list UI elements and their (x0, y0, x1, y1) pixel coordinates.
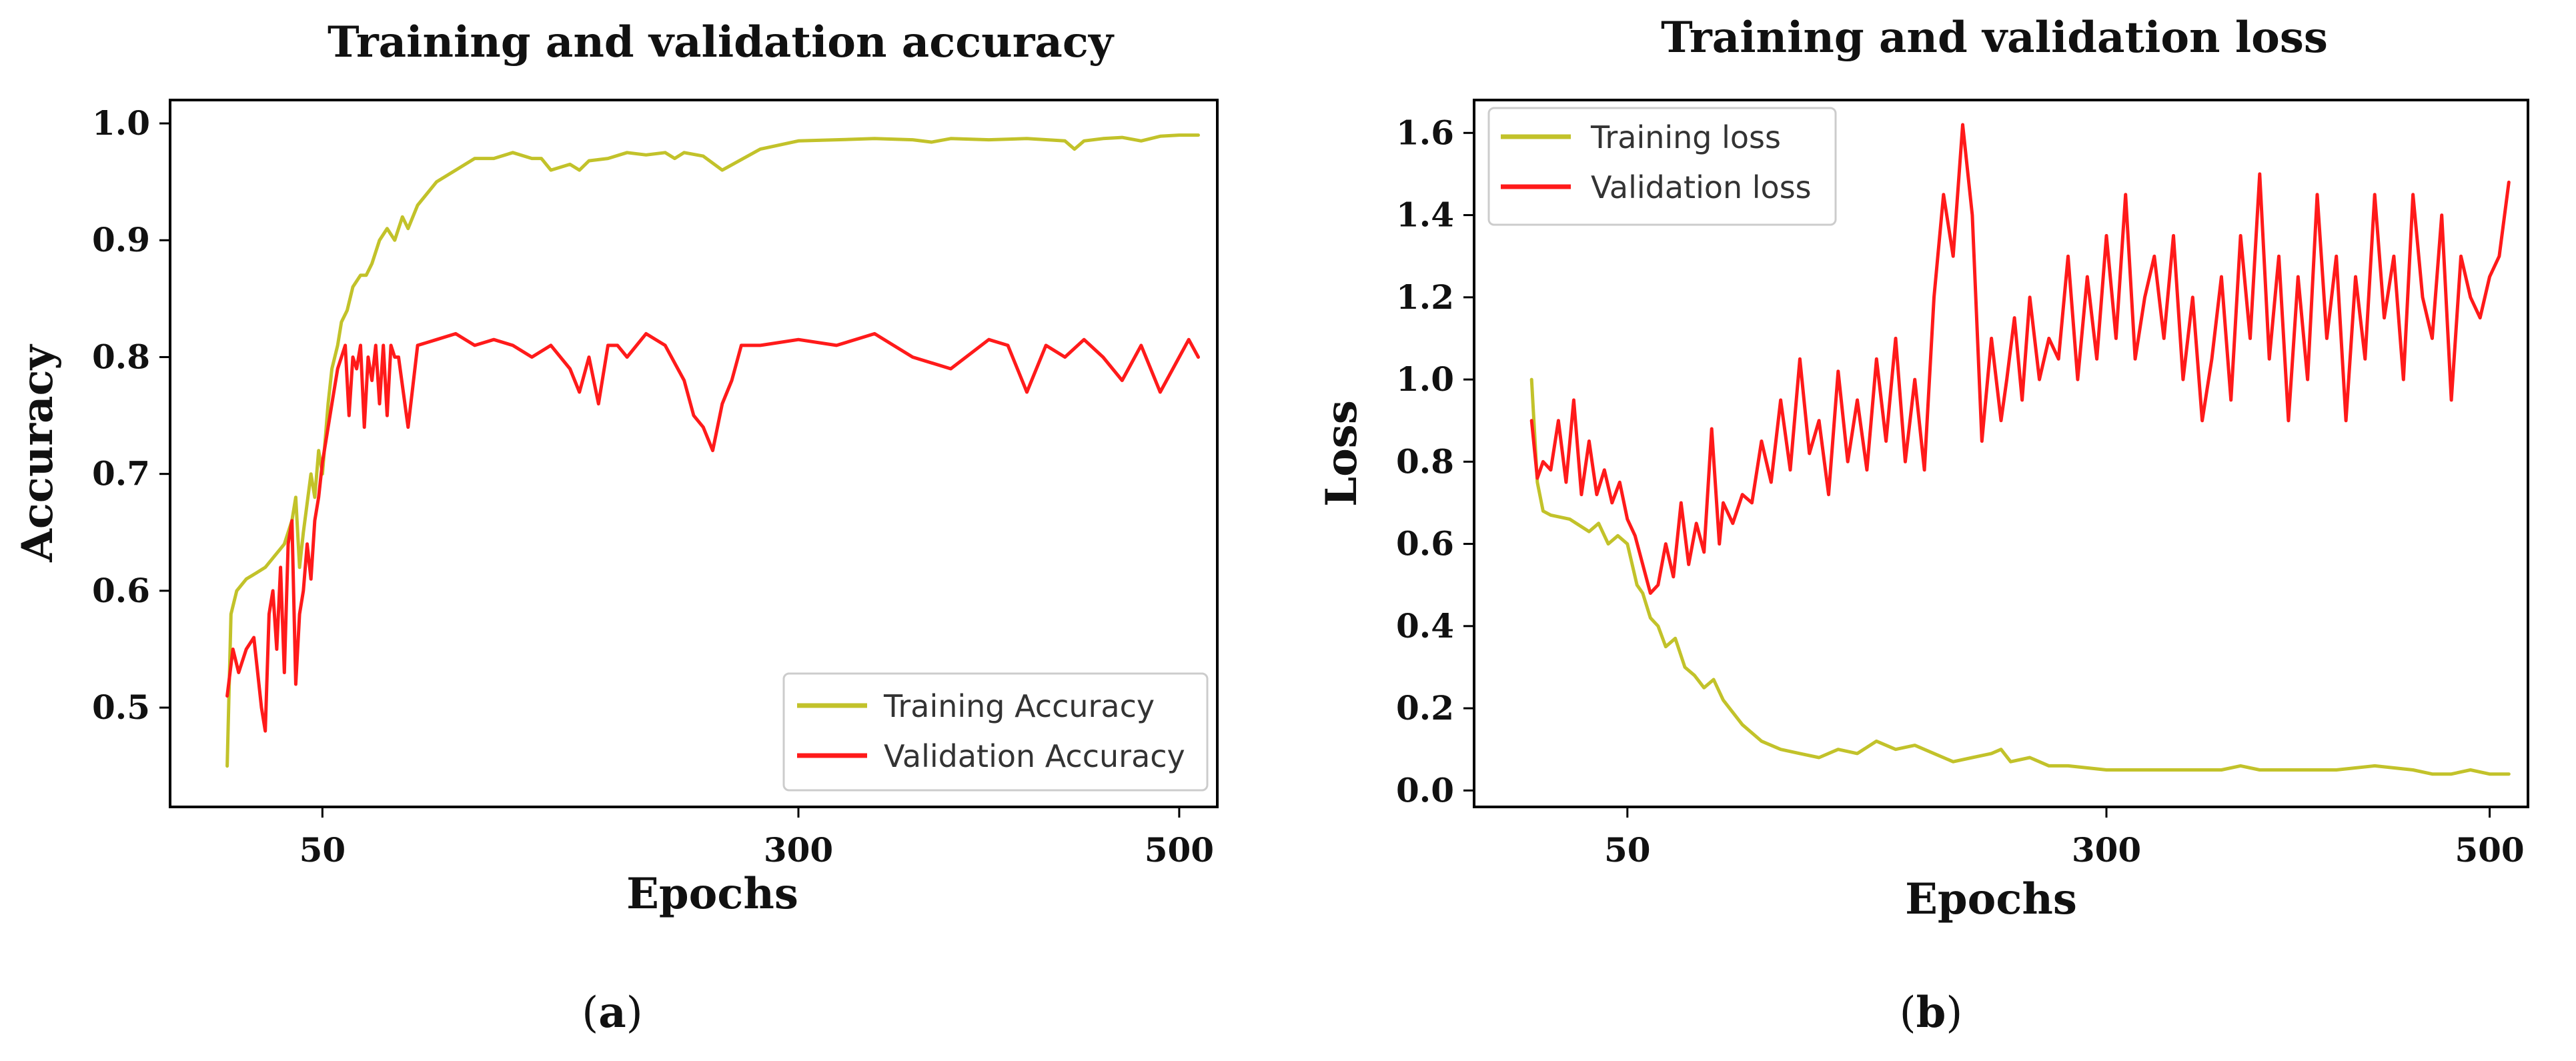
panel-label-a: (a) (582, 988, 642, 1038)
accuracy-y-tick-label-0.5: 0.5 (92, 688, 150, 727)
loss-legend-box (1487, 107, 1837, 226)
accuracy-chart: Training and validation accuracy 50 300 50… (13, 17, 1219, 1038)
accuracy-legend-label-validation: Validation Accuracy (884, 738, 1185, 774)
loss-plot-area (1529, 123, 2511, 776)
loss-y-tick-label-1.2: 1.2 (1396, 277, 1454, 317)
accuracy-y-tick-label-0.8: 0.8 (92, 337, 150, 376)
accuracy-legend-box (782, 672, 1209, 792)
loss-series-training-line (1529, 377, 2511, 776)
accuracy-x-tick-label-500: 500 (1145, 830, 1214, 870)
accuracy-ticks: 50 300 500 0.5 0.6 0.7 0.8 0.9 1.0 (92, 103, 1214, 870)
accuracy-y-tick-label-0.9: 0.9 (92, 220, 150, 259)
accuracy-y-tick-label-1.0: 1.0 (92, 103, 150, 143)
loss-ticks: 50 300 500 0.0 0.2 0.4 0.6 0.8 1.0 1.2 1.4 1.6 (1396, 113, 2525, 870)
loss-plot-frame (1473, 99, 2529, 808)
accuracy-y-tick-label-0.7: 0.7 (92, 454, 150, 493)
accuracy-legend-label-training: Training Accuracy (883, 688, 1155, 724)
accuracy-series-validation-line (225, 331, 1200, 733)
loss-chart-title: Training and validation loss (1661, 13, 2328, 63)
loss-x-tick-label-500: 500 (2455, 830, 2524, 870)
panel-label-b: (b) (1900, 988, 1963, 1038)
loss-y-tick-label-0.2: 0.2 (1396, 688, 1454, 728)
accuracy-y-axis-label: Accuracy (13, 343, 63, 562)
accuracy-y-tick-label-0.6: 0.6 (92, 571, 150, 610)
loss-legend-label-training: Training loss (1590, 119, 1781, 155)
loss-chart: Training and validation loss 50 300 500 0.0… (1317, 13, 2529, 1038)
loss-series-validation-line (1529, 123, 2511, 595)
loss-x-tick-label-50: 50 (1604, 830, 1651, 870)
accuracy-plot-frame (169, 99, 1219, 808)
loss-legend: Training loss Validation loss (1487, 107, 1837, 226)
loss-y-tick-label-0.6: 0.6 (1396, 524, 1454, 564)
loss-x-tick-label-300: 300 (2072, 830, 2141, 870)
loss-y-tick-label-0.8: 0.8 (1396, 441, 1454, 481)
accuracy-x-tick-label-300: 300 (764, 830, 833, 870)
accuracy-x-axis-label: Epochs (626, 869, 798, 919)
loss-y-tick-label-1.6: 1.6 (1396, 113, 1454, 152)
loss-legend-label-validation: Validation loss (1591, 169, 1812, 205)
accuracy-x-tick-label-50: 50 (299, 830, 346, 870)
accuracy-chart-title: Training and validation accuracy (328, 17, 1115, 67)
loss-y-tick-label-0.0: 0.0 (1396, 770, 1454, 810)
accuracy-legend: Training Accuracy Validation Accuracy (782, 672, 1209, 792)
loss-y-tick-label-0.4: 0.4 (1396, 606, 1454, 646)
loss-y-axis-label: Loss (1317, 400, 1367, 507)
loss-y-tick-label-1.4: 1.4 (1396, 195, 1454, 235)
loss-y-tick-label-1.0: 1.0 (1396, 359, 1454, 399)
accuracy-plot-area (225, 133, 1200, 768)
loss-x-axis-label: Epochs (1905, 874, 2077, 924)
accuracy-series-training-line (225, 133, 1200, 768)
